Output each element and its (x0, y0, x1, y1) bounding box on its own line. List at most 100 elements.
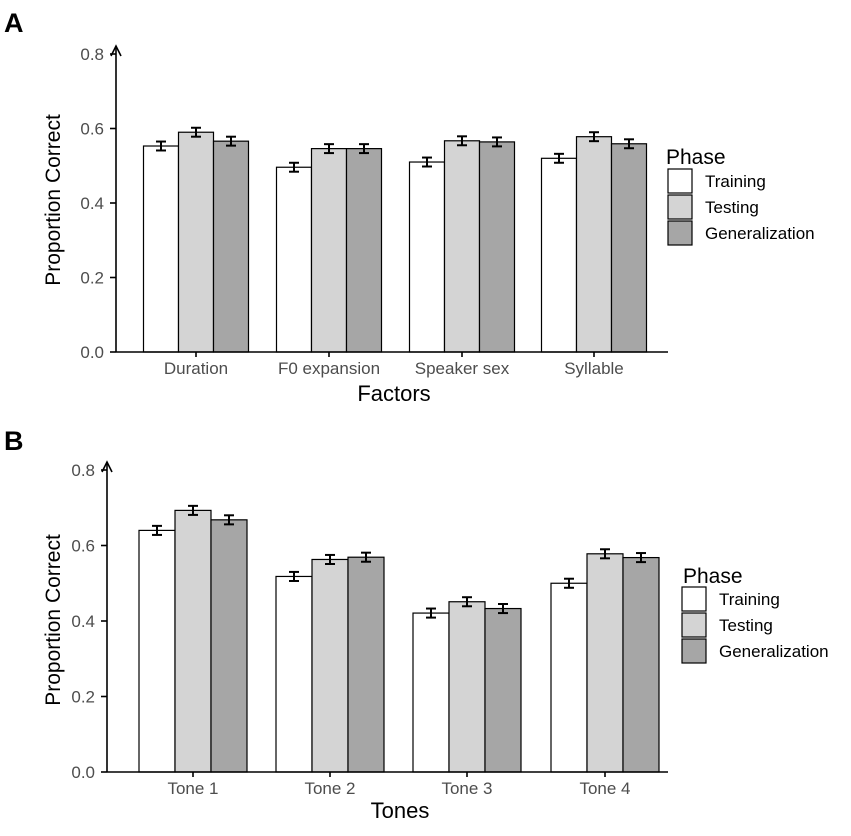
bar-a-training-2 (275, 166, 313, 353)
legend-label-b-training: Training (719, 590, 780, 609)
bar-b-testing-2 (311, 558, 349, 773)
bars-a (142, 131, 648, 353)
y-axis-arrow-a (110, 44, 122, 57)
y-tick-label-b: 0.6 (71, 537, 95, 556)
bar-b-generalization-3 (484, 607, 522, 773)
legend-b: Phase Training Testing Generalization (681, 565, 829, 664)
y-tick-label-a: 0.2 (80, 269, 104, 288)
bar-b-testing-1 (174, 509, 212, 773)
error-bar-a-generalization-4 (624, 138, 634, 150)
error-bars-b (152, 504, 646, 619)
y-tick-label-a: 0.6 (80, 120, 104, 139)
error-bar-a-training-4 (554, 152, 564, 164)
panel-letter-a: A (4, 8, 24, 38)
legend-swatch-a-training (667, 168, 693, 194)
error-bar-a-testing-2 (324, 143, 334, 155)
error-bar-a-training-3 (422, 156, 432, 168)
bar-b-generalization-2 (347, 556, 385, 773)
error-bar-b-testing-2 (325, 553, 335, 565)
x-tick-label-b: Tone 3 (441, 779, 492, 798)
x-tick-label-a: Syllable (564, 359, 624, 378)
bar-a-generalization-3 (478, 141, 516, 353)
error-bar-a-testing-4 (589, 131, 599, 143)
bar-b-training-2 (275, 575, 313, 773)
x-tick-label-b: Tone 2 (304, 779, 355, 798)
error-bar-b-generalization-3 (498, 603, 508, 615)
error-bar-a-testing-3 (457, 135, 467, 147)
error-bar-b-testing-3 (462, 596, 472, 608)
bar-a-generalization-2 (345, 148, 383, 353)
y-ticks-b: 0.0 0.2 0.4 0.6 0.8 (71, 461, 107, 782)
x-axis-label-a: Factors (357, 381, 430, 406)
error-bar-b-training-4 (564, 577, 574, 589)
error-bar-a-testing-1 (191, 126, 201, 138)
bar-a-testing-1 (177, 131, 215, 353)
y-tick-label-b: 0.4 (71, 612, 95, 631)
error-bar-a-training-1 (156, 140, 166, 152)
axes-b (101, 460, 668, 773)
bar-b-training-1 (138, 529, 176, 773)
bar-a-training-1 (142, 145, 180, 353)
error-bar-a-generalization-3 (492, 136, 502, 148)
legend-label-a-generalization: Generalization (705, 224, 815, 243)
bar-a-training-4 (540, 157, 578, 353)
bar-a-generalization-1 (212, 140, 250, 353)
bar-a-testing-2 (310, 148, 348, 353)
bar-a-generalization-4 (610, 143, 648, 353)
bars-b (138, 509, 660, 773)
error-bar-b-testing-1 (188, 504, 198, 516)
bar-a-testing-3 (443, 140, 481, 353)
error-bar-a-generalization-1 (226, 135, 236, 147)
y-axis-label-a: Proportion Correct (42, 114, 65, 286)
bar-b-testing-3 (448, 601, 486, 773)
bar-b-testing-4 (586, 553, 624, 773)
legend-label-a-training: Training (705, 172, 766, 191)
bar-a-training-3 (408, 161, 446, 353)
y-tick-label-a: 0.8 (80, 45, 104, 64)
y-axis-label-b: Proportion Correct (42, 534, 65, 706)
x-tick-label-a: Speaker sex (415, 359, 510, 378)
legend-swatch-b-training (681, 586, 707, 612)
x-ticks-b: Tone 1 Tone 2 Tone 3 Tone 4 (167, 772, 631, 798)
y-tick-label-b: 0.2 (71, 688, 95, 707)
legend-swatch-b-generalization (681, 638, 707, 664)
x-tick-label-b: Tone 4 (579, 779, 630, 798)
bar-b-generalization-4 (622, 556, 660, 773)
error-bar-b-training-3 (426, 607, 436, 619)
x-tick-label-a: Duration (164, 359, 228, 378)
legend-swatch-b-testing (681, 612, 707, 638)
x-tick-label-b: Tone 1 (167, 779, 218, 798)
error-bar-b-generalization-1 (224, 514, 234, 526)
panel-a: A Proportion Correct Factors 0.00.20.40.… (4, 8, 815, 406)
error-bar-b-training-2 (289, 570, 299, 582)
error-bar-b-training-1 (152, 524, 162, 536)
panel-letter-b: B (4, 426, 24, 456)
panel-b: B Proportion Correct Tones 0.00.20.40.60… (4, 426, 829, 823)
error-bar-b-generalization-2 (361, 551, 371, 563)
y-tick-label-b: 0.0 (71, 763, 95, 782)
y-axis-arrow-b (101, 460, 113, 473)
legend-a: Phase Training Testing Generalization (666, 146, 815, 246)
y-tick-label-a: 0.4 (80, 194, 104, 213)
x-axis-label-b: Tones (371, 798, 430, 823)
error-bar-b-testing-4 (600, 548, 610, 560)
legend-label-a-testing: Testing (705, 198, 759, 217)
y-ticks-a: 0.0 0.2 0.4 0.6 0.8 (80, 45, 116, 362)
bar-a-testing-4 (575, 136, 613, 353)
error-bar-b-generalization-4 (636, 552, 646, 564)
legend-title-b: Phase (683, 565, 743, 588)
x-tick-label-a: F0 expansion (278, 359, 380, 378)
legend-swatch-a-testing (667, 194, 693, 220)
error-bars-a (156, 126, 634, 173)
legend-swatch-a-generalization (667, 220, 693, 246)
x-ticks-a: Duration F0 expansion Speaker sex Syllable (164, 352, 624, 378)
y-tick-label-b: 0.8 (71, 461, 95, 480)
legend-label-b-testing: Testing (719, 616, 773, 635)
legend-label-b-generalization: Generalization (719, 642, 829, 661)
axes-a (110, 44, 668, 353)
legend-title-a: Phase (666, 146, 726, 169)
bar-b-training-3 (412, 612, 450, 773)
bar-b-generalization-1 (210, 519, 248, 773)
error-bar-a-generalization-2 (359, 143, 369, 155)
